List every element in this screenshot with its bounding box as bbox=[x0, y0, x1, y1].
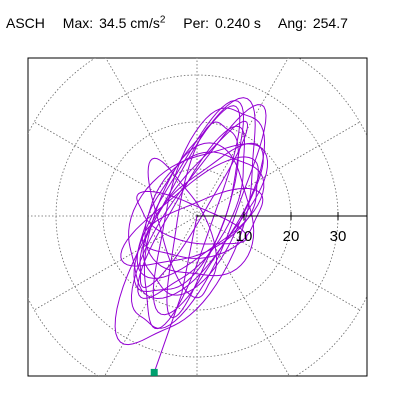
period-label: Per: bbox=[183, 14, 209, 31]
angle-readout: Ang: 254.7 bbox=[278, 15, 348, 31]
trace-loop bbox=[144, 142, 255, 277]
trace-loop bbox=[147, 157, 217, 299]
trace-loop bbox=[139, 120, 249, 289]
trace-loop bbox=[137, 125, 246, 299]
trace-loop bbox=[136, 151, 265, 279]
axis-tick-label: 10 bbox=[236, 228, 253, 245]
axis-tick-label: 30 bbox=[330, 228, 347, 245]
trace-loop bbox=[142, 142, 264, 296]
max-exponent: 2 bbox=[159, 14, 166, 25]
peak-marker bbox=[150, 368, 158, 376]
trace-loop bbox=[143, 105, 241, 330]
axis-tick-label: 20 bbox=[283, 228, 300, 245]
chart-header: ASCH Max: 34.5 cm/s2 Per: 0.240 s Ang: 254.… bbox=[6, 14, 348, 31]
angle-value: 254.7 bbox=[312, 14, 348, 31]
max-label: Max: bbox=[62, 14, 94, 31]
max-readout: Max: 34.5 cm/s2 bbox=[62, 14, 166, 31]
angle-label: Ang: bbox=[278, 14, 307, 31]
trace-loop bbox=[152, 107, 266, 316]
trace-loop bbox=[114, 97, 256, 346]
period-value: 0.240 s bbox=[214, 14, 261, 31]
max-value: 34.5 cm/s bbox=[99, 14, 160, 31]
period-readout: Per: 0.240 s bbox=[183, 15, 261, 31]
trace-loop bbox=[128, 143, 269, 300]
station-code: ASCH bbox=[6, 14, 45, 31]
trace-peak-excursion bbox=[153, 215, 198, 373]
trace-loop bbox=[136, 190, 248, 245]
